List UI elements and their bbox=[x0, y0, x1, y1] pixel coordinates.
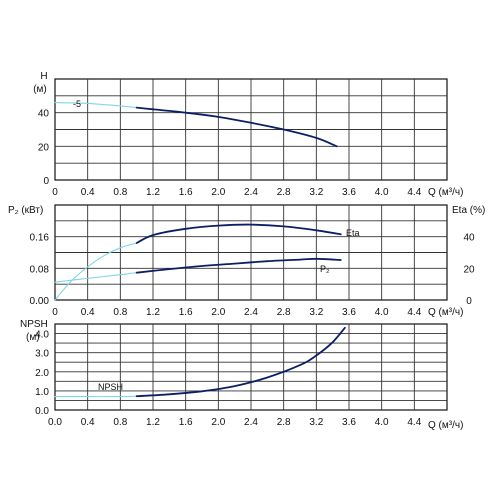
npsh-x-tick-label: 2.4 bbox=[244, 417, 258, 428]
power-grid bbox=[54, 204, 448, 301]
npsh-series bbox=[54, 326, 346, 398]
head-x-tick-label: 1.6 bbox=[179, 187, 193, 198]
power-x-ticks: 0 0.4 0.8 1.2 1.6 2.0 2.4 2.8 3.2 3.6 4.0 4.4 bbox=[52, 307, 422, 318]
npsh-x-tick-label: 0.0 bbox=[48, 417, 62, 428]
npsh-y-ticks: 0.0 1.0 2.0 3.0 4.0 bbox=[35, 330, 49, 417]
power-efficiency-chart: 0 0.4 0.8 1.2 1.6 2.0 2.4 2.8 3.2 3.6 4.0 4.4 0.000… bbox=[8, 204, 485, 318]
head-curve-line bbox=[135, 106, 338, 148]
power-xlabel: Q (м³/ч) bbox=[428, 307, 463, 318]
npsh-chart: 0.0 0.4 0.8 1.2 1.6 2.0 2.4 2.8 3.2 3.6 4.0 4.4 0.0… bbox=[20, 319, 463, 431]
power-x-tick-label: 0.4 bbox=[81, 307, 95, 318]
head-x-tick-label: 4.4 bbox=[407, 187, 421, 198]
head-x-tick-label: 2.4 bbox=[244, 187, 258, 198]
power-x-tick-label: 4.4 bbox=[407, 307, 421, 318]
npsh-x-tick-label: 2.0 bbox=[211, 417, 225, 428]
npsh-x-tick-label: 3.6 bbox=[342, 417, 356, 428]
head-x-tick-label: 1.2 bbox=[146, 187, 160, 198]
power-x-tick-label: 3.6 bbox=[342, 307, 356, 318]
npsh-x-tick-label: 2.8 bbox=[277, 417, 291, 428]
power-x-tick-label: 2.4 bbox=[244, 307, 258, 318]
eta-series-label: Eta bbox=[346, 228, 360, 238]
power-ylabel-left: P₂ (кВт) bbox=[8, 205, 43, 216]
power-x-tick-label: 1.2 bbox=[146, 307, 160, 318]
eta-y-tick-label: 0 bbox=[466, 296, 472, 307]
npsh-x-ticks: 0.0 0.4 0.8 1.2 1.6 2.0 2.4 2.8 3.2 3.6 4.0 4.4 bbox=[48, 417, 422, 428]
eta-curve-line bbox=[135, 223, 342, 244]
power-x-tick-label: 3.2 bbox=[309, 307, 323, 318]
head-xlabel: Q (м³/ч) bbox=[428, 187, 463, 198]
npsh-x-tick-label: 1.2 bbox=[146, 417, 160, 428]
power-x-tick-label: 2.0 bbox=[211, 307, 225, 318]
head-y-tick-label: 20 bbox=[38, 142, 50, 153]
head-x-ticks: 0 0.4 0.8 1.2 1.6 2.0 2.4 2.8 3.2 3.6 4.0 4.4 bbox=[52, 187, 422, 198]
p2-curve-line bbox=[135, 257, 342, 274]
head-y-tick-label: 40 bbox=[38, 109, 50, 120]
p2-series-label: P₂ bbox=[320, 264, 330, 274]
npsh-x-tick-label: 4.0 bbox=[375, 417, 389, 428]
head-x-tick-label: 4.0 bbox=[375, 187, 389, 198]
npsh-y-tick-label: 1.0 bbox=[35, 387, 49, 398]
npsh-ylabel-line2: (м) bbox=[26, 332, 40, 343]
head-curve-extrapolated-line bbox=[54, 102, 138, 109]
npsh-x-tick-label: 3.2 bbox=[309, 417, 323, 428]
power-y-ticks-right: 0 20 40 bbox=[463, 233, 475, 307]
head-chart: 0 0.4 0.8 1.2 1.6 2.0 2.4 2.8 3.2 3.6 4.0 4.4 0 20 40… bbox=[33, 71, 463, 198]
eta-curve-extrapolated-line bbox=[54, 242, 138, 301]
power-ylabel-right: Eta (%) bbox=[452, 205, 485, 216]
power-x-tick-label: 2.8 bbox=[277, 307, 291, 318]
power-y-tick-label: 0.08 bbox=[30, 264, 50, 275]
head-x-tick-label: 0.4 bbox=[81, 187, 95, 198]
eta-y-tick-label: 40 bbox=[463, 233, 475, 244]
head-x-tick-label: 2.8 bbox=[277, 187, 291, 198]
power-y-tick-label: 0.16 bbox=[30, 233, 50, 244]
npsh-xlabel: Q (м³/ч) bbox=[428, 420, 463, 431]
npsh-y-tick-label: 2.0 bbox=[35, 368, 49, 379]
npsh-curve-line bbox=[135, 326, 346, 398]
power-y-ticks-left: 0.00 0.08 0.16 bbox=[30, 233, 50, 307]
power-y-tick-label: 0.00 bbox=[30, 296, 50, 307]
npsh-x-tick-label: 1.6 bbox=[179, 417, 193, 428]
p2-curve-extrapolated-line bbox=[54, 272, 138, 283]
head-grid bbox=[54, 78, 448, 181]
head-x-tick-label: 0 bbox=[52, 187, 58, 198]
head-x-tick-label: 3.6 bbox=[342, 187, 356, 198]
npsh-y-tick-label: 4.0 bbox=[35, 330, 49, 341]
head-x-tick-label: 2.0 bbox=[211, 187, 225, 198]
head-annotation-diameter: -5 bbox=[73, 99, 81, 109]
npsh-ylabel-line1: NPSH bbox=[20, 319, 48, 330]
npsh-y-tick-label: 0.0 bbox=[35, 406, 49, 417]
power-x-tick-label: 0 bbox=[52, 307, 58, 318]
npsh-x-tick-label: 4.4 bbox=[407, 417, 421, 428]
eta-y-tick-label: 20 bbox=[463, 264, 475, 275]
head-x-tick-label: 3.2 bbox=[309, 187, 323, 198]
npsh-annotation: NPSH bbox=[98, 382, 123, 392]
head-y-ticks: 0 20 40 bbox=[38, 109, 50, 187]
head-y-tick-label: 0 bbox=[43, 176, 49, 187]
power-x-tick-label: 0.8 bbox=[113, 307, 127, 318]
head-ylabel-line1: H bbox=[40, 71, 47, 82]
head-series bbox=[54, 102, 338, 148]
head-x-tick-label: 0.8 bbox=[113, 187, 127, 198]
head-ylabel-line2: (м) bbox=[33, 84, 47, 95]
power-series bbox=[54, 223, 342, 301]
npsh-x-tick-label: 0.8 bbox=[113, 417, 127, 428]
npsh-y-tick-label: 3.0 bbox=[35, 349, 49, 360]
npsh-x-tick-label: 0.4 bbox=[81, 417, 95, 428]
power-x-tick-label: 1.6 bbox=[179, 307, 193, 318]
power-x-tick-label: 4.0 bbox=[375, 307, 389, 318]
